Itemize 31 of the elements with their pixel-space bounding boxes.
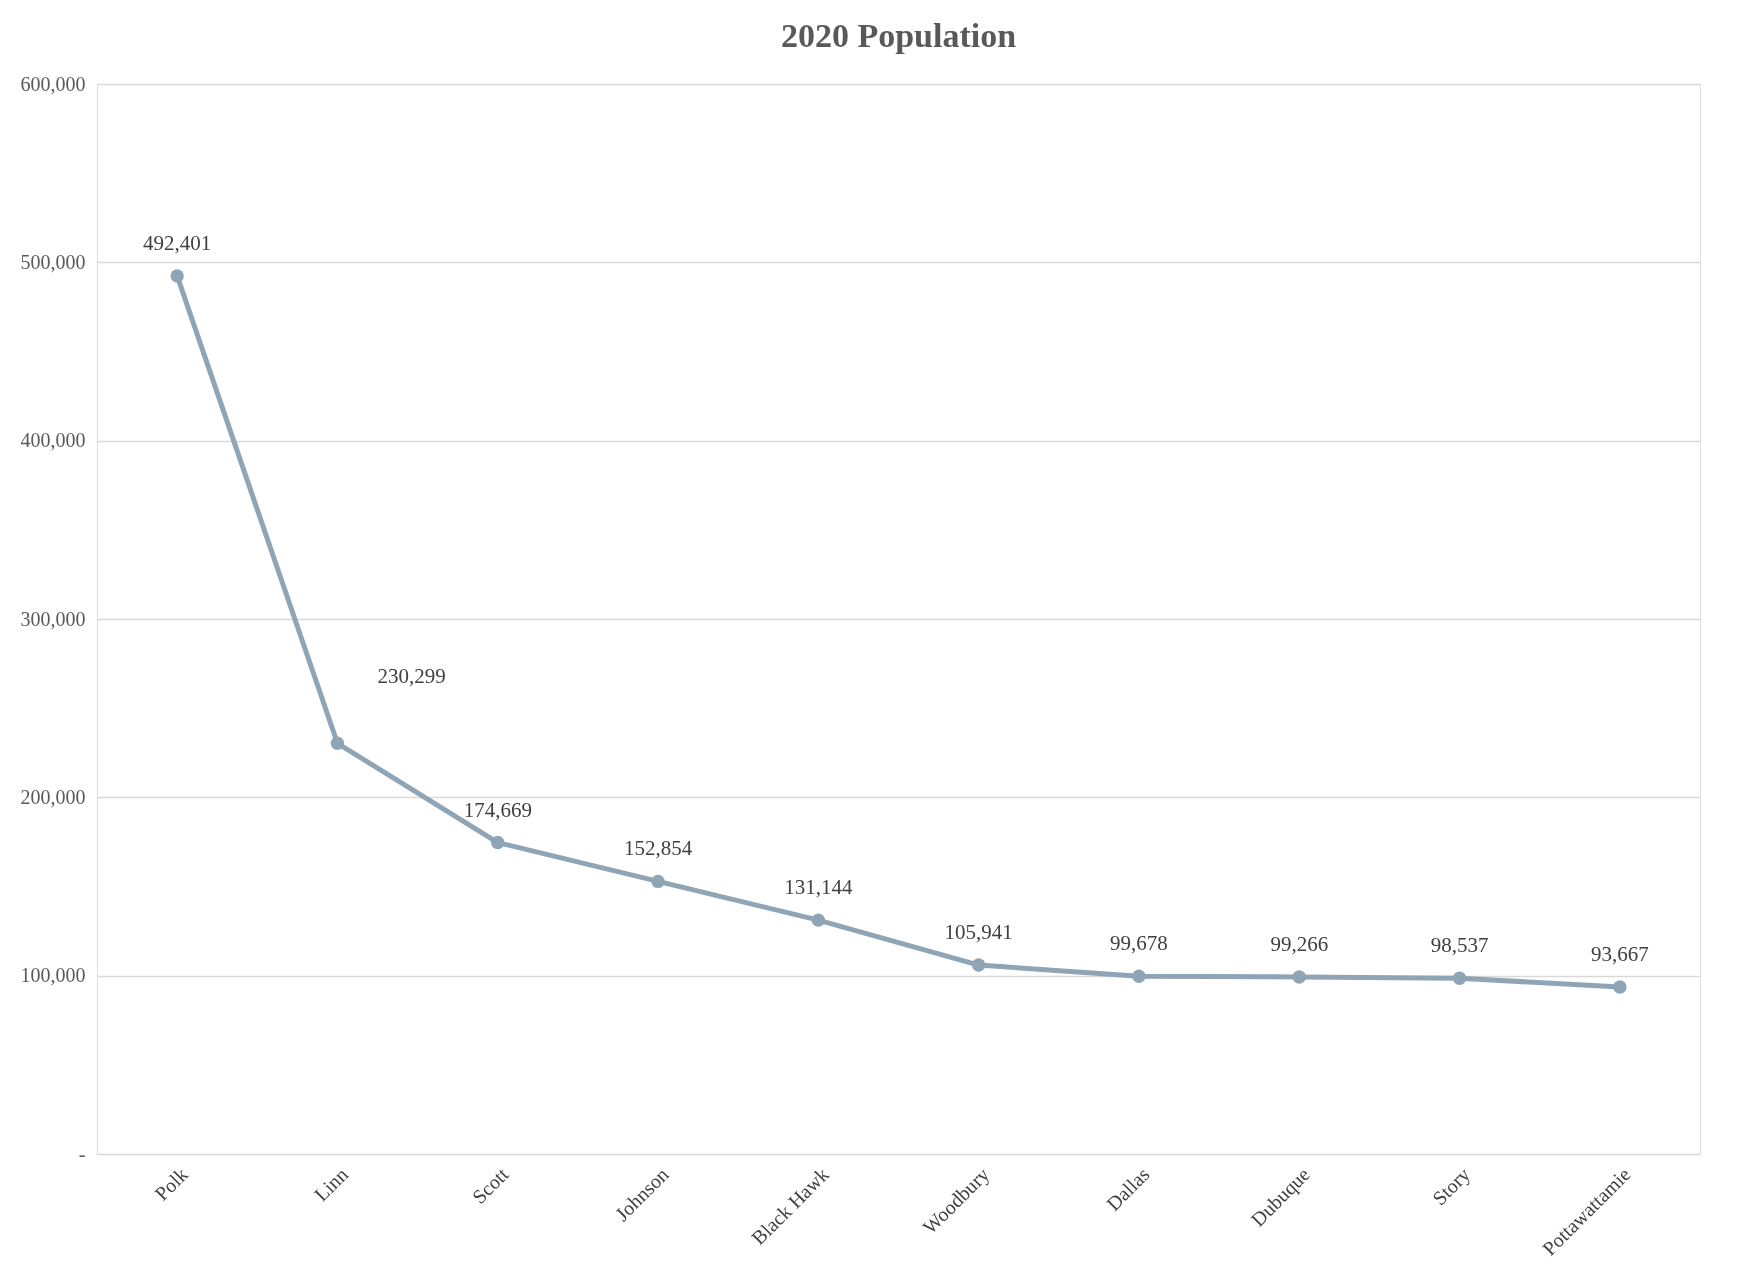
- point: [1132, 969, 1146, 983]
- point: [1292, 970, 1306, 984]
- point: [651, 874, 665, 889]
- data-label: 105,941: [944, 920, 1013, 945]
- data-label: 93,667: [1590, 941, 1649, 966]
- y-tick-label: -: [78, 1142, 86, 1165]
- y-tick-label: 600,000: [20, 72, 86, 95]
- data-label: 99,266: [1270, 931, 1329, 956]
- data-label: 230,299: [377, 664, 446, 689]
- y-tick-label: 300,000: [20, 607, 86, 630]
- point: [1452, 971, 1467, 985]
- data-label: 98,537: [1430, 933, 1489, 958]
- point: [491, 835, 505, 850]
- point: [971, 958, 986, 972]
- y-tick-label: 400,000: [20, 429, 86, 452]
- y-tick-label: 500,000: [20, 250, 86, 273]
- x-tick-label: Polk: [150, 1163, 192, 1205]
- y-tick-label: 200,000: [20, 785, 86, 808]
- point: [170, 269, 184, 283]
- x-tick-label: Linn: [309, 1163, 353, 1206]
- data-label: 152,854: [623, 836, 693, 861]
- point: [1613, 980, 1627, 994]
- data-label: 99,678: [1110, 931, 1168, 956]
- x-tick-label: Scott: [467, 1162, 513, 1208]
- point: [330, 736, 345, 750]
- y-tick-label: 100,000: [20, 964, 86, 987]
- data-label: 492,401: [143, 230, 212, 255]
- point: [811, 913, 826, 927]
- data-label: 131,144: [784, 875, 853, 900]
- chart-title: 2020 Population: [780, 17, 1017, 54]
- data-label: 174,669: [463, 797, 532, 822]
